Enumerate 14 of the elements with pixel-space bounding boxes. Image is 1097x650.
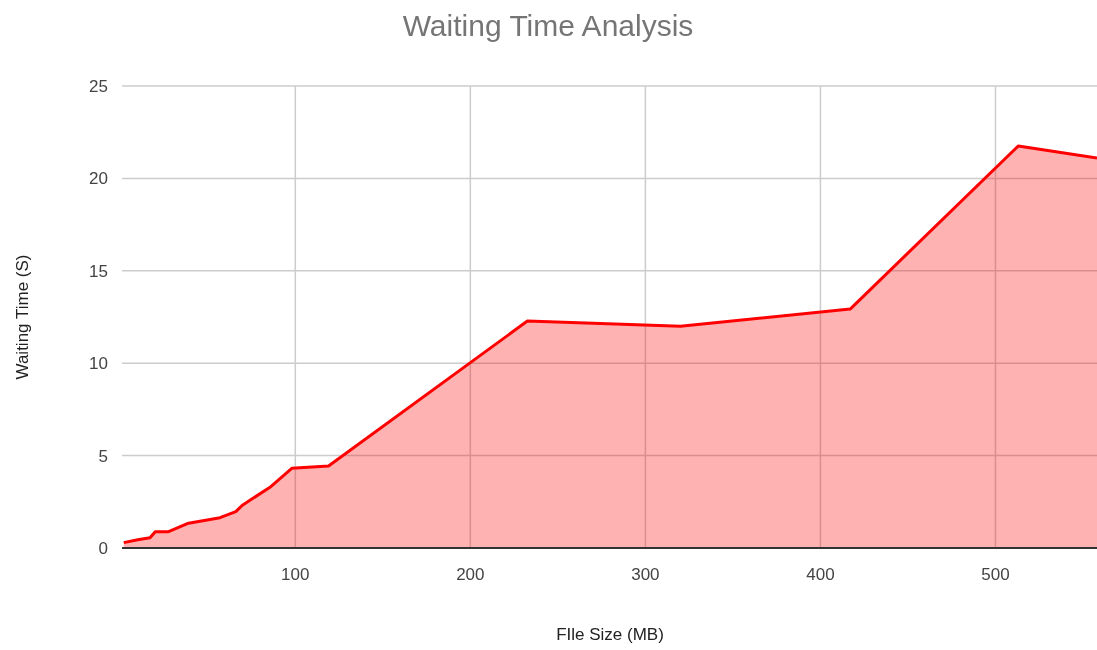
y-tick-label: 25 — [89, 77, 108, 96]
x-tick-label: 200 — [456, 565, 485, 584]
chart-title: Waiting Time Analysis — [402, 9, 694, 42]
x-tick-label: 300 — [631, 565, 660, 584]
x-tick-label: 500 — [981, 565, 1010, 584]
x-tick-label: 100 — [281, 565, 310, 584]
y-tick-label: 15 — [89, 261, 108, 281]
y-tick-label: 10 — [89, 354, 108, 374]
x-axis-title: FIle Size (MB) — [556, 625, 664, 644]
y-tick-label: 20 — [89, 169, 108, 189]
x-tick-label: 400 — [806, 565, 835, 584]
y-axis-title: Waiting Time (S) — [13, 254, 32, 380]
y-tick-label: 0 — [98, 539, 108, 558]
y-tick-label: 5 — [98, 446, 108, 466]
